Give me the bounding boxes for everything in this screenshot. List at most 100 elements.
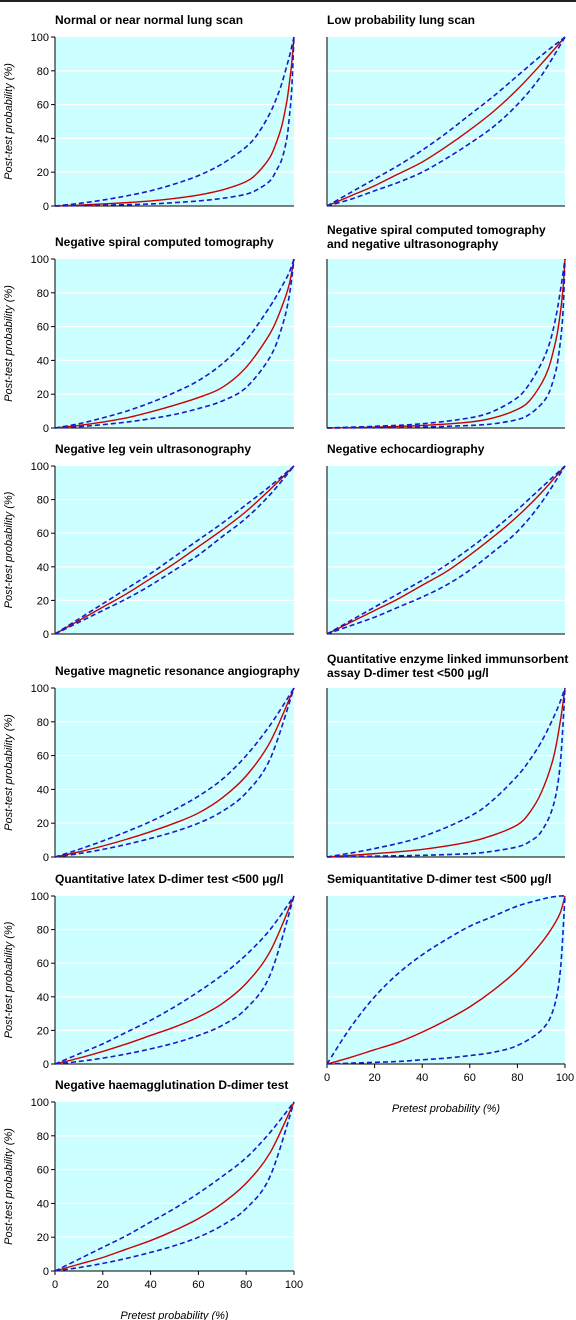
- chart-title: Semiquantitative D-dimer test <500 μg/l: [327, 872, 551, 886]
- x-tick-label: 40: [416, 1072, 428, 1084]
- confidence-bound-line: [54, 895, 295, 1065]
- plot-area: [327, 466, 565, 634]
- y-tick-label: 100: [31, 461, 49, 473]
- y-tick-label: 0: [43, 201, 49, 213]
- plot-area: [327, 37, 565, 206]
- chart-panel-9: Quantitative latex D-dimer test <500 μg/…: [3, 872, 295, 1071]
- estimate-line: [54, 895, 295, 1065]
- confidence-bound-line: [54, 465, 295, 635]
- y-tick-label: 20: [37, 1232, 49, 1244]
- y-tick-label: 80: [37, 288, 49, 300]
- y-tick-label: 0: [43, 852, 49, 864]
- estimate-line: [54, 36, 295, 207]
- chart-panel-10: Semiquantitative D-dimer test <500 μg/l 0…: [324, 872, 574, 1115]
- chart-panel-2: Low probability lung scan: [326, 13, 566, 207]
- confidence-bound-line: [54, 687, 295, 858]
- chart-title: Normal or near normal lung scan: [55, 13, 243, 27]
- confidence-bound-line: [326, 465, 566, 635]
- confidence-bound-line: [326, 258, 566, 429]
- y-axis-label: Post-test probability (%): [3, 1128, 15, 1245]
- y-tick-label: 80: [37, 495, 49, 507]
- chart-title: Negative spiral computed tomography: [327, 223, 546, 237]
- plot-area: [327, 688, 565, 857]
- chart-title: assay D-dimer test <500 μg/l: [327, 666, 489, 680]
- x-tick-label: 80: [240, 1279, 252, 1291]
- x-axis-label: Pretest probability (%): [392, 1103, 501, 1115]
- y-tick-label: 100: [31, 254, 49, 266]
- plot-area: [327, 896, 565, 1064]
- confidence-bound-line: [326, 36, 566, 207]
- estimate-line: [54, 465, 295, 635]
- y-tick-label: 60: [37, 751, 49, 763]
- x-tick-label: 60: [192, 1279, 204, 1291]
- y-tick-label: 60: [37, 1165, 49, 1177]
- y-tick-label: 80: [37, 66, 49, 78]
- x-tick-label: 100: [556, 1072, 574, 1084]
- chart-title: Negative magnetic resonance angiography: [55, 664, 300, 678]
- confidence-bound-line: [54, 1101, 295, 1272]
- y-tick-label: 100: [31, 1097, 49, 1109]
- confidence-bound-line: [326, 465, 566, 635]
- estimate-line: [326, 895, 566, 1065]
- confidence-bound-line: [326, 687, 566, 858]
- estimate-line: [326, 36, 566, 207]
- y-axis-label: Post-test probability (%): [3, 714, 15, 831]
- x-tick-label: 20: [368, 1072, 380, 1084]
- y-tick-label: 100: [31, 683, 49, 695]
- plot-area: [55, 466, 294, 634]
- chart-title: and negative ultrasonography: [327, 237, 499, 251]
- y-tick-label: 40: [37, 1198, 49, 1210]
- x-tick-label: 100: [285, 1279, 303, 1291]
- y-tick-label: 80: [37, 925, 49, 937]
- confidence-bound-line: [326, 36, 566, 207]
- confidence-bound-line: [54, 36, 295, 207]
- y-tick-label: 20: [37, 167, 49, 179]
- confidence-bound-line: [326, 895, 566, 1065]
- confidence-bound-line: [54, 465, 295, 635]
- y-tick-label: 40: [37, 133, 49, 145]
- estimate-line: [54, 258, 295, 429]
- x-tick-label: 0: [52, 1279, 58, 1291]
- confidence-bound-line: [54, 258, 295, 429]
- chart-panel-6: Negative echocardiography: [326, 442, 566, 635]
- y-axis-label: Post-test probability (%): [3, 491, 15, 608]
- y-axis-label: Post-test probability (%): [3, 921, 15, 1038]
- y-tick-label: 0: [43, 423, 49, 435]
- confidence-bound-line: [54, 1101, 295, 1272]
- confidence-bound-line: [54, 687, 295, 858]
- y-tick-label: 20: [37, 1025, 49, 1037]
- estimate-line: [54, 1101, 295, 1272]
- y-tick-label: 60: [37, 100, 49, 112]
- confidence-bound-line: [326, 895, 566, 1065]
- y-tick-label: 0: [43, 1266, 49, 1278]
- y-tick-label: 60: [37, 528, 49, 540]
- y-tick-label: 0: [43, 629, 49, 641]
- plot-area: [55, 259, 294, 428]
- y-tick-label: 80: [37, 1131, 49, 1143]
- y-tick-label: 20: [37, 818, 49, 830]
- chart-panel-11: Negative haemagglutination D-dimer test 0…: [3, 1078, 303, 1320]
- y-axis-label: Post-test probability (%): [3, 63, 15, 180]
- plot-area: [55, 37, 294, 206]
- x-tick-label: 0: [324, 1072, 330, 1084]
- x-tick-label: 40: [144, 1279, 156, 1291]
- plot-area: [327, 259, 565, 428]
- confidence-bound-line: [54, 36, 295, 207]
- plot-area: [55, 688, 294, 857]
- plot-area: [55, 896, 294, 1064]
- chart-title: Quantitative enzyme linked immunsorbent: [327, 652, 568, 666]
- y-tick-label: 80: [37, 717, 49, 729]
- estimate-line: [54, 687, 295, 858]
- y-tick-label: 60: [37, 322, 49, 334]
- y-tick-label: 40: [37, 992, 49, 1004]
- y-tick-label: 100: [31, 32, 49, 44]
- chart-title: Negative leg vein ultrasonography: [55, 442, 251, 456]
- y-tick-label: 20: [37, 389, 49, 401]
- estimate-line: [326, 258, 566, 429]
- chart-title: Low probability lung scan: [327, 13, 475, 27]
- plot-area: [55, 1102, 294, 1271]
- y-tick-label: 40: [37, 784, 49, 796]
- confidence-bound-line: [326, 258, 566, 429]
- chart-title: Negative echocardiography: [327, 442, 485, 456]
